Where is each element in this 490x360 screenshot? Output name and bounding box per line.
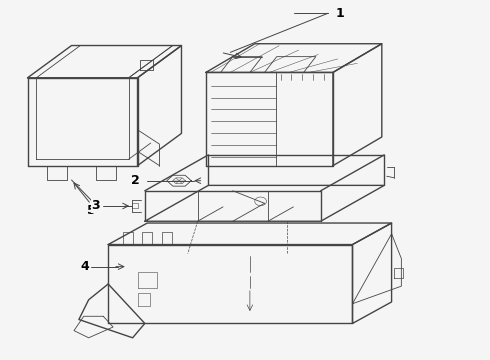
Text: 1: 1 [336,7,344,20]
Text: 5: 5 [87,204,96,217]
Text: 3: 3 [92,199,100,212]
Text: 2: 2 [131,174,140,187]
Text: 4: 4 [80,260,89,273]
